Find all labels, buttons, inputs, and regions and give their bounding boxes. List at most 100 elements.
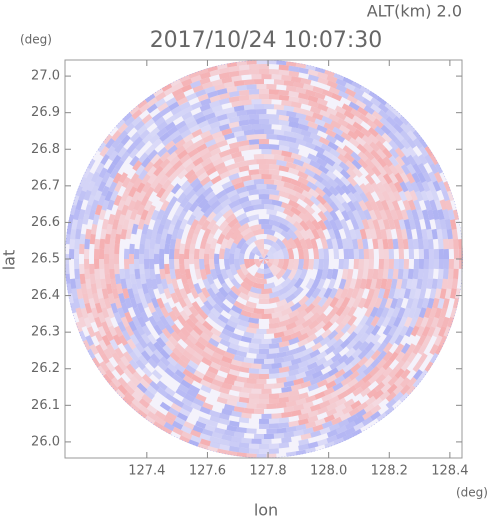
echo-cell (169, 248, 175, 259)
echo-cell (338, 278, 347, 290)
echo-cell (218, 149, 230, 158)
echo-cell (175, 388, 187, 398)
echo-cell (251, 174, 262, 180)
echo-cell (91, 307, 99, 319)
echo-cell (380, 124, 392, 136)
echo-cell (304, 238, 313, 250)
echo-cell (202, 180, 214, 191)
echo-cell (114, 243, 120, 255)
echo-cell (179, 243, 186, 255)
echo-cell (266, 84, 277, 90)
echo-cell (105, 369, 115, 380)
echo-cell (370, 157, 381, 169)
echo-cell (423, 248, 430, 259)
echo-cell (122, 288, 130, 299)
echo-cell (143, 161, 154, 173)
echo-cell (106, 343, 116, 355)
echo-cell (337, 354, 349, 365)
echo-cell (268, 169, 280, 176)
echo-cell (266, 134, 277, 140)
echo-cell (167, 223, 176, 235)
echo-cell (105, 138, 115, 149)
echo-cell (84, 248, 90, 259)
echo-cell (275, 238, 287, 250)
echo-cell (346, 414, 358, 424)
echo-cell (182, 368, 194, 379)
echo-cell (89, 233, 96, 245)
echo-cell (387, 190, 397, 203)
echo-cell (268, 69, 280, 75)
echo-cell (80, 283, 88, 295)
echo-cell (147, 333, 158, 345)
echo-cell (125, 228, 133, 240)
echo-cell (114, 364, 125, 376)
echo-cell (164, 243, 171, 255)
echo-cell (171, 420, 184, 430)
echo-cell (344, 426, 356, 436)
echo-cell (146, 103, 158, 114)
echo-cell (181, 111, 193, 121)
echo-cell (192, 84, 204, 93)
echo-cell (210, 238, 218, 250)
echo-cell (362, 142, 374, 153)
echo-cell (258, 443, 270, 449)
echo-cell (314, 391, 326, 400)
echo-cell (169, 268, 177, 280)
echo-cell (179, 288, 188, 300)
echo-cell (307, 259, 314, 270)
echo-cell (141, 283, 149, 295)
echo-cell (199, 103, 211, 112)
echo-cell (426, 278, 433, 290)
echo-cell (365, 112, 377, 123)
echo-cell (442, 298, 450, 309)
echo-cell (305, 228, 315, 240)
echo-cell (85, 171, 94, 183)
echo-cell (121, 111, 133, 122)
echo-cell (258, 169, 270, 175)
echo-cell (131, 190, 141, 203)
echo-cell (266, 353, 277, 359)
echo-cell (373, 118, 384, 129)
echo-cell (358, 113, 370, 124)
echo-cell (261, 254, 264, 259)
echo-cell (163, 302, 173, 314)
echo-cell (367, 288, 375, 300)
echo-cell (155, 273, 162, 285)
echo-cell (300, 155, 312, 165)
echo-cell (238, 216, 250, 227)
echo-cell (363, 297, 372, 309)
echo-cell (96, 141, 107, 153)
echo-cell (353, 183, 364, 195)
echo-cell (248, 443, 260, 449)
echo-cell (139, 233, 147, 245)
echo-cell (216, 88, 228, 96)
echo-cell (367, 268, 374, 280)
echo-cell (364, 200, 374, 212)
echo-cell (298, 443, 309, 451)
echo-cell (181, 105, 193, 115)
echo-cell (190, 152, 202, 163)
echo-cell (159, 131, 171, 142)
echo-cell (410, 181, 420, 193)
echo-cell (238, 366, 250, 373)
echo-cell (297, 170, 309, 180)
echo-cell (238, 319, 250, 328)
echo-cell (152, 349, 164, 360)
echo-cell (392, 108, 403, 119)
echo-cell (340, 323, 352, 334)
echo-cell (400, 228, 408, 240)
echo-cell (271, 199, 283, 207)
echo-cell (223, 377, 235, 386)
echo-cell (302, 374, 314, 383)
echo-cell (322, 149, 334, 160)
echo-cell (408, 288, 416, 300)
echo-cell (368, 259, 374, 270)
echo-cell (182, 349, 194, 360)
echo-cell (353, 379, 365, 390)
echo-cell (437, 238, 444, 250)
echo-cell (434, 162, 444, 174)
echo-cell (75, 228, 82, 240)
echo-cell (215, 291, 226, 303)
echo-cell (429, 163, 439, 175)
echo-cell (370, 278, 378, 290)
